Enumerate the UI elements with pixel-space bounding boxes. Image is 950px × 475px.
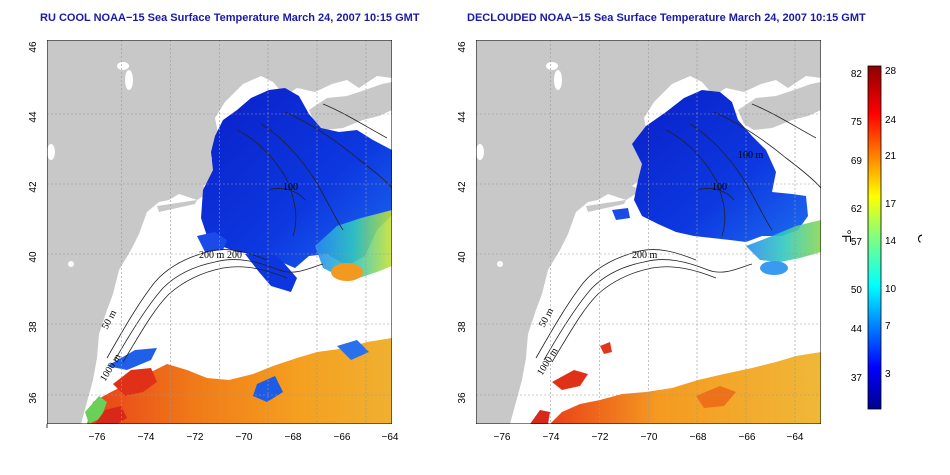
lon-tick-label: −72	[592, 432, 609, 443]
celsius-tick: 7	[885, 321, 891, 332]
long-island	[586, 200, 626, 212]
isobath-contours	[535, 103, 821, 363]
fahrenheit-tick: 69	[851, 156, 863, 167]
celsius-tick: 10	[885, 284, 897, 295]
sst-red-patch	[95, 406, 127, 424]
land-mass	[47, 40, 392, 424]
fahrenheit-tick: 50	[851, 285, 863, 296]
lon-tick-label: −68	[285, 432, 302, 443]
sst-red-patch	[530, 410, 550, 424]
sst-cold-water	[201, 88, 392, 268]
lon-tick-label: −68	[690, 432, 707, 443]
celsius-unit-label: °C	[915, 229, 922, 244]
land-mass	[476, 40, 821, 424]
lake	[497, 261, 503, 267]
fahrenheit-tick: 37	[851, 373, 863, 384]
fahrenheit-tick: 44	[851, 324, 863, 335]
fahrenheit-tick: 57	[851, 237, 863, 248]
left-panel-title: RU COOL NOAA−15 Sea Surface Temperature …	[40, 12, 420, 24]
lake	[68, 261, 74, 267]
contour-label: 100	[283, 182, 298, 193]
isobath-contours	[106, 103, 392, 363]
fahrenheit-tick: 82	[851, 69, 863, 80]
sst-blue-patch	[760, 261, 788, 275]
lat-tick-label: 42	[28, 181, 39, 193]
lat-lon-grid	[476, 40, 821, 424]
lat-tick-label: 42	[457, 181, 468, 193]
contour-label: 100	[712, 182, 727, 193]
sst-gulf-stream	[87, 338, 392, 424]
sst-map-declouded: 50 m 200 m 1000 m 100 m 100	[476, 40, 821, 424]
lon-tick-label: −74	[543, 432, 560, 443]
lake	[546, 62, 558, 70]
lon-tick-label: −70	[236, 432, 253, 443]
lat-tick-label: 40	[457, 251, 468, 263]
contour-label: 200	[227, 250, 242, 261]
lat-tick-label: 40	[28, 251, 39, 263]
sst-blue-streak	[107, 348, 157, 370]
sst-blue-patch	[245, 250, 297, 292]
lat-tick-label: 44	[28, 111, 39, 123]
sst-red-patch	[600, 342, 612, 354]
sst-warm-eddy	[331, 263, 363, 281]
contour-label: 100 m	[738, 150, 764, 161]
sst-red-patch	[113, 368, 157, 396]
nova-scotia	[738, 82, 821, 130]
lon-tick-label: −64	[382, 432, 399, 443]
colorbar-gradient	[867, 65, 882, 410]
sst-gulf-stream	[550, 352, 821, 424]
sst-blue-patch	[337, 340, 369, 360]
sst-blue-patch	[612, 208, 630, 220]
sst-warm-filament	[315, 210, 392, 278]
celsius-tick: 14	[885, 236, 897, 247]
sst-warm-filament	[746, 220, 821, 262]
lon-tick-label: −76	[494, 432, 511, 443]
lat-tick-label: 36	[28, 392, 39, 404]
celsius-tick: 3	[885, 369, 891, 380]
fahrenheit-unit-label: °F	[839, 229, 854, 242]
celsius-tick: 21	[885, 151, 897, 162]
lat-tick-label: 44	[457, 111, 468, 123]
lat-tick-label: 46	[28, 41, 39, 53]
sst-orange-patch	[696, 386, 736, 408]
lon-tick-label: −72	[187, 432, 204, 443]
contour-label: 200 m	[632, 250, 658, 261]
long-island	[157, 200, 197, 212]
fahrenheit-tick: 62	[851, 204, 863, 215]
sst-map-raw: 50 m 200 m 200 1000 m 100	[47, 40, 392, 424]
celsius-tick: 17	[885, 199, 897, 210]
sst-red-patch	[552, 370, 588, 390]
lake	[117, 62, 129, 70]
lat-lon-grid	[47, 40, 392, 424]
lon-tick-label: −74	[138, 432, 155, 443]
sst-green-patch	[85, 396, 107, 424]
lake	[476, 144, 484, 160]
lat-tick-label: 36	[457, 392, 468, 404]
lat-tick-label: 38	[457, 321, 468, 333]
right-panel-title: DECLOUDED NOAA−15 Sea Surface Temperatur…	[467, 12, 866, 24]
lon-tick-label: −66	[334, 432, 351, 443]
lon-tick-label: −76	[89, 432, 106, 443]
temperature-colorbar: 82 75 69 62 57 50 44 37 28 24 21 17 14 1…	[832, 60, 922, 415]
lake	[554, 70, 562, 90]
celsius-tick: 24	[885, 115, 897, 126]
lake	[125, 70, 133, 90]
lon-tick-label: −64	[787, 432, 804, 443]
lat-tick-label: 38	[28, 321, 39, 333]
lat-tick-label: 46	[457, 41, 468, 53]
sst-cold-water	[632, 90, 808, 242]
celsius-tick: 28	[885, 66, 897, 77]
lon-tick-label: −70	[641, 432, 658, 443]
lon-tick-label: −66	[739, 432, 756, 443]
contour-label: 200 m	[199, 250, 225, 261]
lake	[47, 144, 55, 160]
nova-scotia	[309, 82, 392, 130]
fahrenheit-tick: 75	[851, 117, 863, 128]
